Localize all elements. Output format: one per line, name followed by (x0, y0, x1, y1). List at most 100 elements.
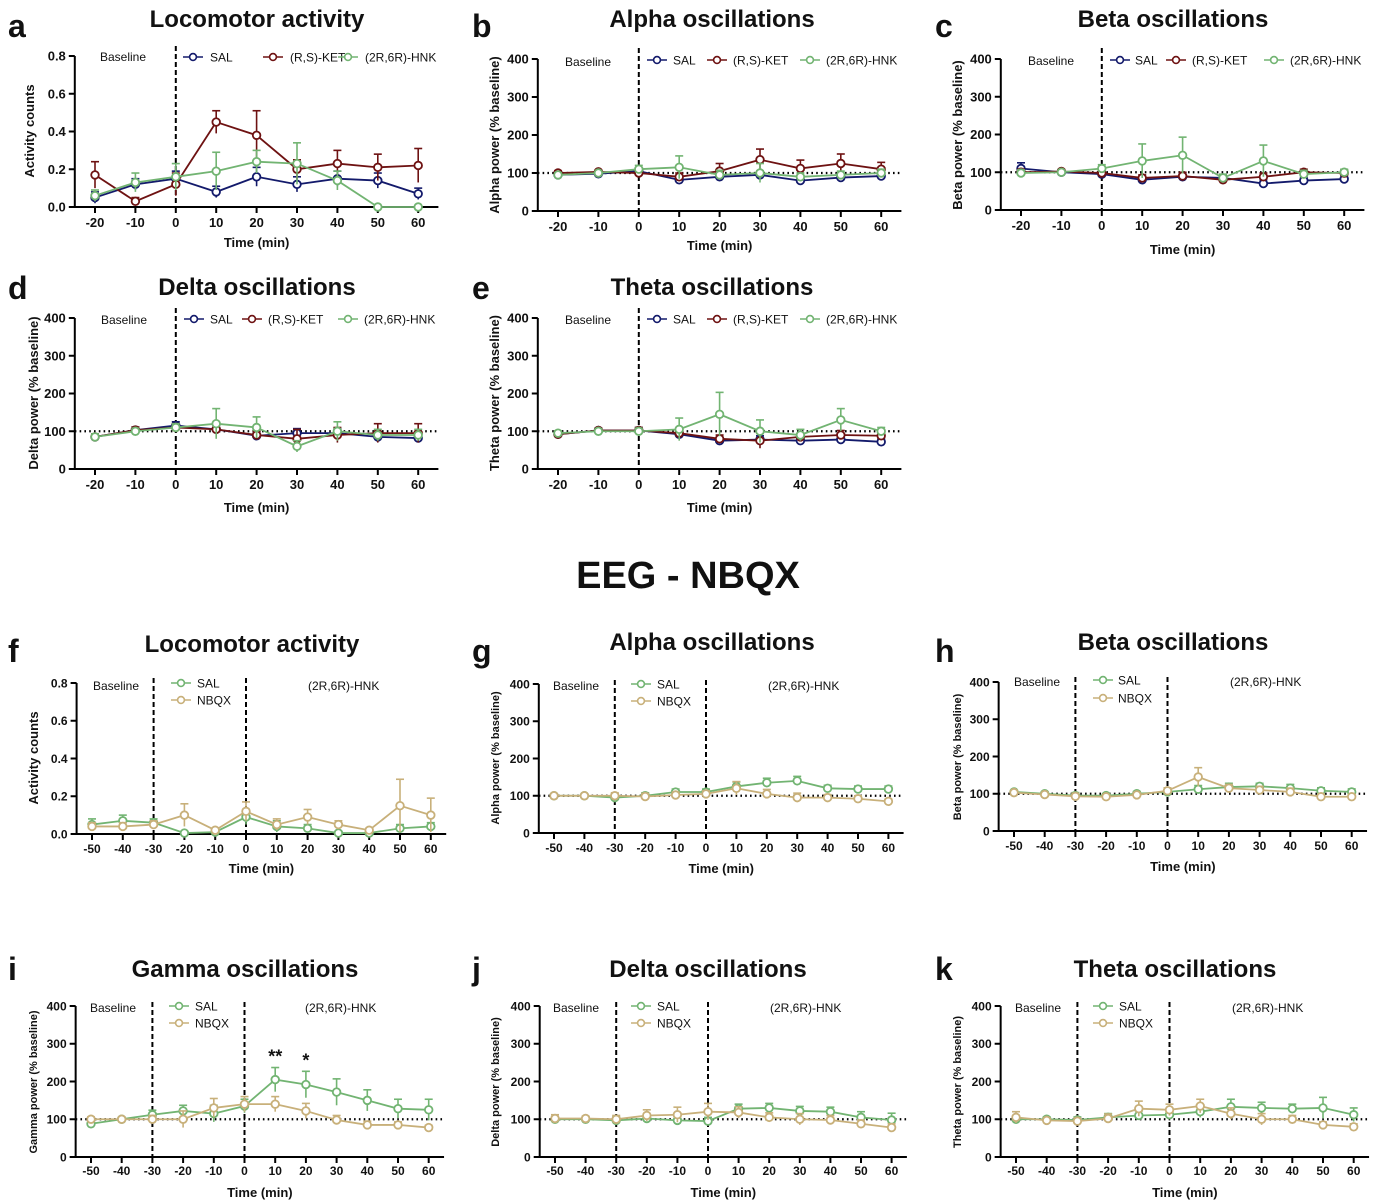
legend-marker (636, 1001, 646, 1011)
data-point (130, 196, 141, 207)
x-axis-label: Time (min) (688, 861, 754, 876)
data-point (333, 828, 344, 838)
data-point (179, 828, 190, 838)
x-tick-label: 10 (1135, 218, 1149, 233)
x-tick-label: 60 (885, 1164, 899, 1178)
legend-label: NBQX (1119, 1016, 1153, 1030)
x-tick-label: -30 (1069, 1164, 1087, 1178)
data-point (90, 432, 100, 442)
data-point (755, 154, 765, 165)
x-tick-label: -50 (1005, 839, 1023, 853)
series-line (554, 779, 889, 799)
legend-marker (712, 314, 722, 324)
data-point (147, 1114, 158, 1124)
chart-title: Locomotor activity (150, 6, 365, 33)
x-tick-label: -20 (1012, 218, 1031, 233)
y-tick-label: 300 (47, 1037, 67, 1051)
x-tick-label: -40 (114, 842, 132, 856)
x-tick-label: 60 (874, 219, 888, 234)
data-point (413, 189, 423, 199)
x-axis-label: Time (min) (691, 1185, 757, 1200)
y-axis-label: Alpha power (% baseline) (490, 691, 502, 825)
data-point (1164, 1105, 1175, 1115)
x-tick-label: 30 (1216, 218, 1230, 233)
baseline-label: Baseline (565, 55, 611, 69)
x-tick-label: 40 (821, 841, 835, 855)
x-tick-label: 10 (672, 477, 686, 492)
baseline-label: Baseline (553, 1001, 599, 1015)
legend-marker (636, 1018, 646, 1028)
x-tick-label: 30 (1255, 1164, 1269, 1178)
data-point (130, 426, 141, 436)
x-tick-label: 10 (1192, 839, 1206, 853)
chart-title: Gamma oscillations (132, 956, 359, 983)
y-tick-label: 0.0 (48, 200, 66, 215)
x-tick-label: -10 (126, 477, 145, 492)
data-point (211, 419, 221, 429)
x-tick-label: -30 (606, 841, 624, 855)
data-point (553, 170, 563, 180)
legend-label: SAL (1119, 999, 1142, 1013)
baseline-label: Baseline (93, 679, 139, 693)
data-point (579, 791, 590, 801)
legend-marker (805, 314, 815, 324)
x-tick-label: 60 (1345, 839, 1359, 853)
x-tick-label: 30 (332, 842, 346, 856)
chart-title: Theta oscillations (1074, 956, 1277, 983)
data-point (373, 430, 383, 440)
chart-title: Delta oscillations (609, 956, 806, 983)
data-point (634, 426, 644, 436)
data-point (118, 821, 128, 832)
series-NBQX (1011, 1098, 1359, 1132)
y-tick-label: 100 (970, 787, 990, 801)
y-tick-label: 100 (507, 166, 529, 181)
data-point (90, 190, 100, 201)
x-tick-label: -30 (145, 842, 163, 856)
y-axis-label: Alpha power (% baseline) (487, 56, 502, 213)
baseline-label: Baseline (101, 313, 147, 327)
data-point (1101, 792, 1111, 802)
x-axis-label: Time (min) (1150, 859, 1216, 874)
data-point (362, 1095, 372, 1106)
panel-letter: j (471, 951, 481, 987)
panel-letter: g (472, 633, 492, 669)
y-tick-label: 0.2 (51, 790, 68, 804)
x-tick-label: 50 (854, 1164, 868, 1178)
data-point (886, 1115, 897, 1125)
x-tick-label: 60 (874, 477, 888, 492)
legend-label: (2R,6R)-HNK (826, 312, 897, 326)
x-tick-label: -20 (638, 1164, 656, 1178)
treatment-label: (2R,6R)-HNK (308, 679, 379, 693)
data-point (550, 1113, 560, 1124)
panel-letter: f (8, 633, 19, 669)
x-axis-label: Time (min) (687, 500, 753, 515)
data-point (1041, 1115, 1052, 1126)
data-point (1348, 1122, 1359, 1132)
legend-label: SAL (657, 999, 680, 1013)
data-point (333, 819, 344, 830)
x-tick-label: 20 (1224, 1164, 1238, 1178)
data-point (251, 422, 262, 433)
treatment-label: (2R,6R)-HNK (770, 1001, 841, 1015)
series-SAL (1011, 1096, 1359, 1125)
data-point (853, 784, 863, 794)
x-tick-label: 20 (712, 477, 726, 492)
x-tick-label: -10 (205, 1164, 223, 1178)
data-point (90, 170, 100, 180)
x-axis-label: Time (min) (229, 861, 295, 876)
x-tick-label: 40 (824, 1164, 838, 1178)
x-tick-label: 10 (209, 215, 223, 230)
baseline-label: Baseline (1014, 675, 1060, 689)
data-point (593, 168, 604, 178)
data-point (883, 784, 894, 794)
baseline-label: Baseline (1015, 1001, 1061, 1015)
x-tick-label: -10 (1128, 839, 1146, 853)
data-point (1258, 156, 1269, 166)
panel-letter: d (8, 270, 28, 306)
series-NBQX (550, 1102, 897, 1133)
y-axis-label: Theta power (% baseline) (952, 1016, 964, 1148)
legend-marker (1115, 55, 1125, 65)
y-tick-label: 100 (44, 424, 66, 439)
y-tick-label: 200 (970, 750, 990, 764)
y-tick-label: 200 (970, 127, 992, 142)
